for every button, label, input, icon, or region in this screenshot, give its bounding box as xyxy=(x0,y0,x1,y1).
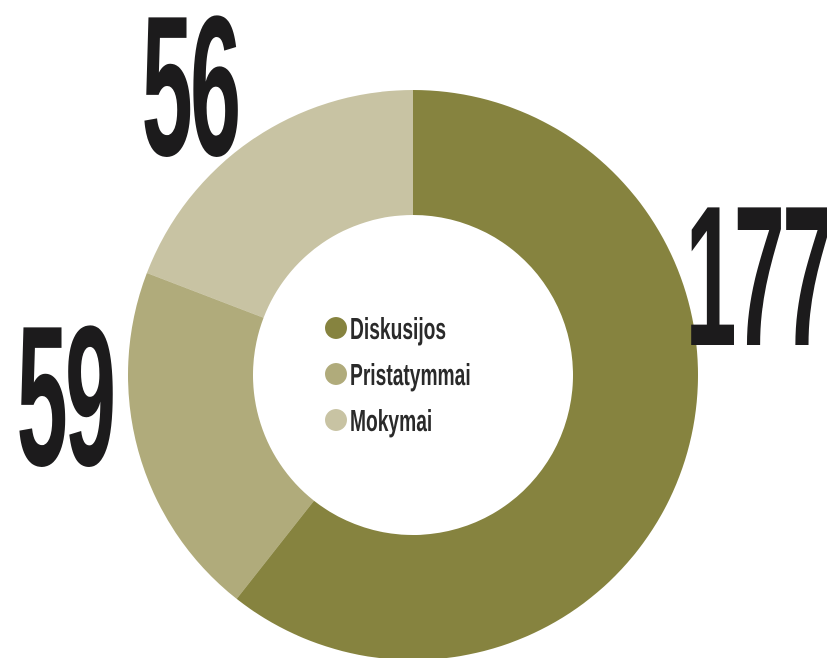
value-label: 59 xyxy=(17,284,114,508)
legend-label: Mokymai xyxy=(350,405,432,439)
legend-label: Diskusijos xyxy=(350,313,446,347)
value-label: 56 xyxy=(142,0,239,197)
value-label: 177 xyxy=(685,164,827,388)
legend-dot xyxy=(325,363,347,385)
legend-dot xyxy=(325,409,347,431)
wedge xyxy=(146,90,413,318)
wedge xyxy=(127,273,315,599)
legend-label: Pristatymmai xyxy=(350,359,471,393)
wedge xyxy=(236,90,698,658)
legend-dot xyxy=(325,317,347,339)
